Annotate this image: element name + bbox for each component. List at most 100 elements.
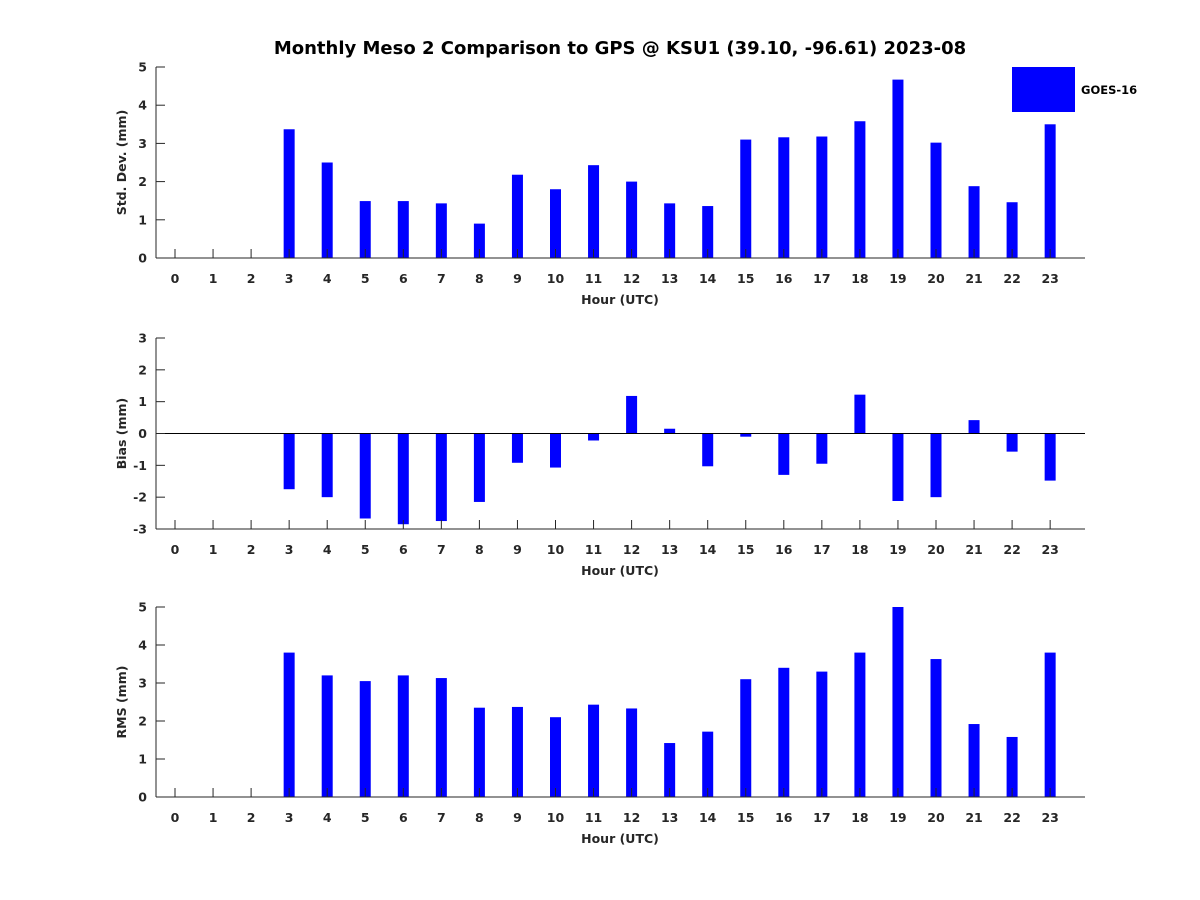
stddev-xtick-label: 1 [209,271,218,286]
rms-bar-10 [550,717,561,797]
stddev-bar-11 [588,165,600,258]
legend-swatch [1012,67,1075,112]
bias-bar-3 [283,433,295,490]
stddev-bar-22 [1006,202,1018,258]
stddev-xtick-label: 10 [547,271,565,286]
stddev-bar-5 [359,201,371,258]
bias-ytick-label: -3 [133,522,147,537]
stddev-xtick-label: 16 [775,271,793,286]
rms-xtick-label: 1 [209,810,218,825]
rms-bar-9 [511,706,523,797]
bias-bar-17 [816,433,828,464]
rms-xtick-label: 6 [399,810,408,825]
stddev-xlabel: Hour (UTC) [581,292,659,307]
rms-ytick-label: 0 [138,790,147,805]
bias-xtick-label: 15 [737,542,754,557]
rms-xtick-label: 8 [475,810,484,825]
rms-bar-23 [1044,652,1056,797]
rms-xtick-label: 4 [323,810,332,825]
bias-xtick-label: 9 [513,542,522,557]
rms-xtick-label: 0 [171,810,180,825]
stddev-xtick-label: 18 [851,271,868,286]
bias-bar-21 [968,420,980,434]
bias-bar-14 [702,433,714,467]
bias-xtick-label: 19 [889,542,906,557]
bias-ytick-label: -1 [133,458,147,473]
stddev-xtick-label: 22 [1003,271,1020,286]
rms-bar-19 [892,607,904,797]
bias-bar-16 [778,433,790,475]
bias-bar-22 [1006,433,1018,452]
stddev-ytick-label: 5 [138,60,147,75]
rms-xtick-label: 20 [927,810,945,825]
bias-bar-8 [473,433,485,502]
rms-bar-18 [854,652,866,797]
bias-xtick-label: 11 [585,542,602,557]
bias-xtick-label: 23 [1041,542,1058,557]
stddev-xtick-label: 6 [399,271,408,286]
rms-xtick-label: 12 [623,810,640,825]
bias-bar-9 [511,433,523,463]
rms-xtick-label: 13 [661,810,678,825]
bias-xtick-label: 10 [547,542,565,557]
bias-xtick-label: 14 [699,542,717,557]
rms-xtick-label: 17 [813,810,830,825]
rms-xtick-label: 19 [889,810,906,825]
stddev-xtick-label: 9 [513,271,522,286]
bias-bar-13 [664,428,676,434]
stddev-xtick-label: 12 [623,271,640,286]
stddev-bar-10 [550,189,561,258]
stddev-xtick-label: 17 [813,271,830,286]
bias-xtick-label: 6 [399,542,408,557]
bias-bar-10 [550,433,561,468]
bias-bar-7 [435,433,447,522]
rms-xtick-label: 11 [585,810,602,825]
rms-ytick-label: 1 [138,752,147,767]
rms-bar-8 [473,707,485,797]
stddev-xtick-label: 3 [285,271,294,286]
rms-bar-12 [626,708,638,797]
rms-xtick-label: 10 [547,810,565,825]
stddev-bar-14 [702,206,714,258]
rms-ytick-label: 2 [138,714,147,729]
stddev-ytick-label: 1 [138,212,147,227]
bias-xtick-label: 5 [361,542,370,557]
legend: GOES-16 [1012,67,1137,112]
rms-bar-16 [778,667,790,797]
stddev-xtick-label: 23 [1041,271,1058,286]
stddev-xtick-label: 15 [737,271,754,286]
bias-xtick-label: 17 [813,542,830,557]
stddev-ytick-label: 4 [138,98,147,113]
chart-title: Monthly Meso 2 Comparison to GPS @ KSU1 … [274,38,966,59]
rms-ytick-label: 3 [138,676,147,691]
bias-ytick-label: -2 [133,490,147,505]
bias-xtick-label: 18 [851,542,868,557]
stddev-bar-7 [435,203,447,258]
stddev-bar-23 [1044,124,1056,258]
rms-xtick-label: 14 [699,810,717,825]
rms-bar-13 [664,743,676,797]
stddev-bar-17 [816,136,828,258]
stddev-bar-12 [626,181,638,258]
bias-bar-23 [1044,433,1056,481]
bias-xtick-label: 21 [965,542,982,557]
rms-bar-21 [968,724,980,797]
bias-ytick-label: 2 [138,362,147,377]
stddev-xtick-label: 2 [247,271,256,286]
stddev-xtick-label: 20 [927,271,945,286]
rms-xtick-label: 9 [513,810,522,825]
bias-xtick-label: 3 [285,542,294,557]
stddev-bar-20 [930,142,942,258]
stddev-xtick-label: 0 [171,271,180,286]
bias-xlabel: Hour (UTC) [581,563,659,578]
bias-xtick-label: 4 [323,542,332,557]
stddev-xtick-label: 7 [437,271,446,286]
bias-bar-18 [854,394,866,434]
stddev-xtick-label: 19 [889,271,906,286]
rms-bar-14 [702,731,714,797]
stddev-xtick-label: 21 [965,271,982,286]
bias-bar-6 [397,433,409,525]
rms-xlabel: Hour (UTC) [581,831,659,846]
